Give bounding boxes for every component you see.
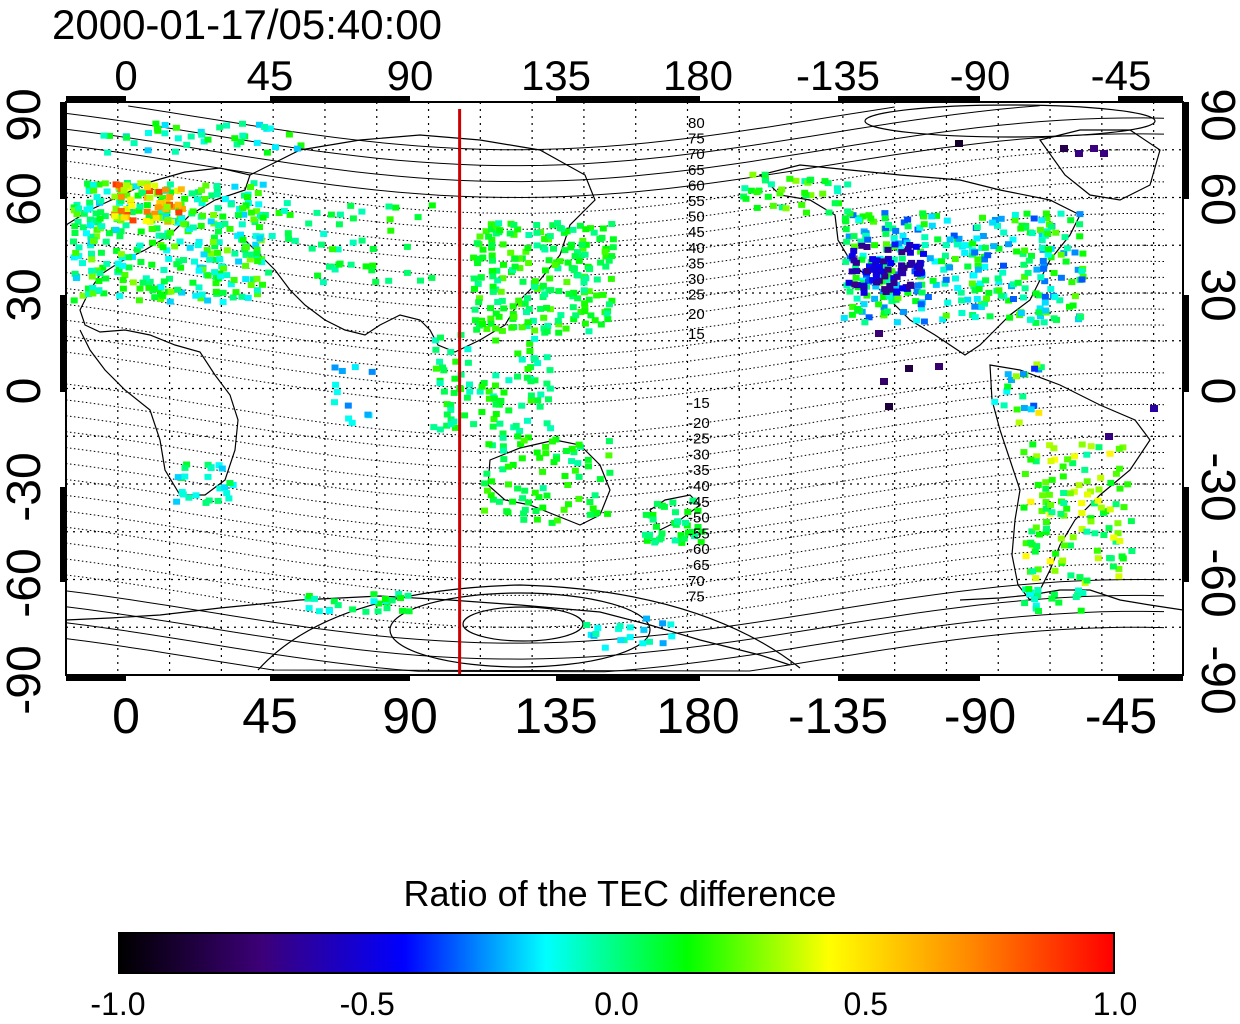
tec-data-pixels (70, 120, 1158, 651)
contour-label: 70 (688, 146, 705, 163)
contour-label: 50 (688, 209, 705, 226)
left-lat-tick: 0 (0, 378, 51, 405)
colorbar-tick-label: 0.5 (843, 986, 888, 1022)
bottom-lon-tick: 45 (242, 688, 298, 744)
contour-label: 45 (688, 224, 705, 241)
colorbar-tick-label: 1.0 (1092, 986, 1138, 1022)
contour-label: -15 (688, 395, 710, 412)
contour-label: 40 (688, 240, 705, 257)
coastlines (65, 129, 1184, 666)
contour-label: 75 (688, 589, 705, 606)
right-lat-tick: 30 (1191, 268, 1240, 321)
right-lat-tick: 90 (1191, 88, 1240, 141)
top-lon-tick: 45 (247, 52, 294, 99)
contour-label: -55 (688, 525, 710, 542)
right-lat-tick: -30 (1191, 452, 1240, 521)
contour-label: 70 (688, 573, 705, 590)
left-lat-tick: -30 (0, 452, 51, 521)
bottom-lon-tick: -135 (788, 688, 888, 744)
right-latitude-ticks: 90 60 30 0 -30 -60 -90 (1191, 88, 1240, 714)
left-latitude-ticks: 90 60 30 0 -30 -60 -90 (0, 88, 51, 714)
colorbar-tick-label: 0.0 (594, 986, 639, 1022)
contour-label: -45 (688, 494, 710, 511)
bottom-lon-tick: -90 (944, 688, 1016, 744)
contour-labels: 8075706560555045403530252015-15-20-25-30… (688, 115, 710, 606)
bottom-lon-tick: 90 (382, 688, 438, 744)
contour-label: -20 (688, 415, 710, 432)
bottom-longitude-ticks: 0 45 90 135 180 -135 -90 -45 (112, 688, 1157, 744)
top-lon-tick: -90 (950, 52, 1011, 99)
right-lat-tick: 60 (1191, 172, 1240, 225)
contour-label: 75 (688, 131, 705, 148)
bottom-lon-tick: 180 (656, 688, 739, 744)
left-lat-tick: 90 (0, 88, 51, 141)
right-lat-tick: 0 (1191, 378, 1240, 405)
colorbar-tick-label: -1.0 (90, 986, 146, 1022)
bottom-lon-tick: 0 (112, 688, 140, 744)
top-lon-tick: 180 (663, 52, 733, 99)
contour-label: 25 (688, 287, 705, 304)
contour-label: -30 (688, 446, 710, 463)
contour-label: 30 (688, 271, 705, 288)
contour-label: 65 (688, 162, 705, 179)
colorbar (118, 932, 1115, 974)
contour-label: -50 (688, 510, 710, 527)
left-lat-tick: -90 (0, 645, 51, 714)
contour-label: -65 (688, 557, 710, 574)
contour-label: 55 (688, 193, 705, 210)
contour-label: 15 (688, 326, 705, 343)
left-lat-tick: -60 (0, 548, 51, 617)
right-lat-tick: -60 (1191, 548, 1240, 617)
left-lat-tick: 60 (0, 172, 51, 225)
contour-label: -60 (688, 541, 710, 558)
top-lon-tick: -135 (796, 52, 880, 99)
top-lon-tick: 90 (387, 52, 434, 99)
top-lon-tick: 0 (114, 52, 137, 99)
right-lat-tick: -90 (1191, 645, 1240, 714)
contour-label: 80 (688, 115, 705, 132)
top-lon-tick: -45 (1091, 52, 1152, 99)
axis-tick-bars (60, 96, 1189, 681)
contour-label: 35 (688, 255, 705, 272)
contour-label: 60 (688, 177, 705, 194)
bottom-lon-tick: 135 (514, 688, 597, 744)
contour-label: -35 (688, 462, 710, 479)
colorbar-title: Ratio of the TEC difference (403, 873, 837, 914)
bottom-lon-tick: -45 (1085, 688, 1157, 744)
top-lon-tick: 135 (521, 52, 591, 99)
map-title: 2000-01-17/05:40:00 (52, 1, 442, 48)
left-lat-tick: 30 (0, 268, 51, 321)
colorbar-tick-label: -0.5 (339, 986, 395, 1022)
contour-label: -25 (688, 431, 710, 448)
contour-label: -40 (688, 478, 710, 495)
tec-map: 8075706560555045403530252015-15-20-25-30… (0, 52, 1240, 744)
contour-label: 20 (688, 306, 705, 323)
top-longitude-ticks: 0 45 90 135 180 -135 -90 -45 (114, 52, 1151, 99)
